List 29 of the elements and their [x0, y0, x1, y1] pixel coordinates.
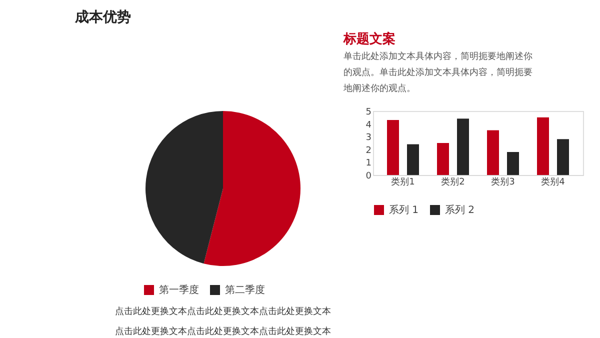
- bar: [387, 120, 399, 175]
- text: 点击此处更换文本点击此处更换文本点击此处更换文本: [115, 326, 331, 337]
- y-tick-label: 5: [366, 108, 372, 118]
- x-tick-label: 类别4: [541, 176, 566, 188]
- bar: [407, 144, 419, 175]
- y-tick-label: 0: [366, 172, 372, 182]
- bar: [437, 143, 449, 175]
- legend-label: 系列 2: [445, 204, 475, 216]
- chart-title: 标题文案: [342, 31, 396, 47]
- bar: [537, 117, 549, 175]
- legend-label: 系列 1: [389, 204, 419, 216]
- y-tick-label: 4: [366, 120, 372, 130]
- x-tick-label: 类别1: [391, 176, 415, 188]
- y-tick-label: 2: [366, 146, 372, 156]
- y-tick-label: 3: [366, 133, 372, 144]
- pie-slice: [204, 111, 300, 266]
- bar: [487, 130, 499, 175]
- y-tick-label: 1: [366, 158, 372, 169]
- chart-title: 成本优势: [74, 10, 131, 26]
- chart-subtitle: 单击此处添加文本具体内容，简明扼要地阐述你的观点。单击此处添加文本具体内容，简明扼要地阐述你的观点。: [342, 51, 532, 94]
- text: 点击此处更换文本点击此处更换文本点击此处更换文本: [115, 306, 331, 317]
- x-tick-label: 类别2: [441, 176, 465, 188]
- x-tick-label: 类别3: [491, 176, 515, 188]
- bar: [507, 152, 519, 175]
- bar: [557, 139, 569, 175]
- pie-slice: [146, 111, 223, 264]
- legend-label: 第一季度: [159, 284, 199, 296]
- legend-label: 第二季度: [225, 284, 265, 296]
- bar: [457, 118, 469, 175]
